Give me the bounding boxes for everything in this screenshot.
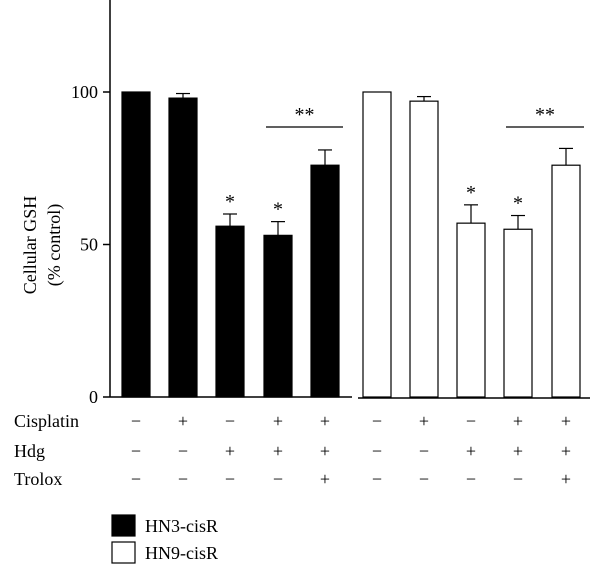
bar-1-3	[215, 225, 245, 398]
legend-swatch-1	[111, 514, 136, 537]
condition-mark-cisplatin-2-4: +	[513, 411, 523, 431]
condition-mark-hdg-2-3: +	[466, 441, 476, 461]
condition-mark-cisplatin-2-5: +	[561, 411, 571, 431]
bar-1-1	[121, 91, 151, 398]
condition-mark-trolox-2-5: +	[561, 469, 571, 489]
condition-label-cisplatin: Cisplatin	[14, 411, 79, 431]
y-tick-label-50: 50	[80, 235, 98, 255]
condition-mark-trolox-1-4: −	[273, 469, 283, 489]
condition-mark-hdg-1-5: +	[320, 441, 330, 461]
significance-2-3: *	[466, 182, 476, 204]
bar-1-5	[310, 164, 340, 398]
condition-mark-hdg-1-4: +	[273, 441, 283, 461]
condition-mark-trolox-1-2: −	[178, 469, 188, 489]
condition-mark-cisplatin-1-3: −	[225, 411, 235, 431]
bar-2-2	[409, 100, 439, 398]
condition-mark-hdg-2-1: −	[372, 441, 382, 461]
condition-mark-cisplatin-2-1: −	[372, 411, 382, 431]
condition-mark-trolox-2-4: −	[513, 469, 523, 489]
condition-mark-cisplatin-2-2: +	[419, 411, 429, 431]
condition-mark-trolox-1-3: −	[225, 469, 235, 489]
condition-mark-cisplatin-1-1: −	[131, 411, 141, 431]
condition-mark-trolox-2-2: −	[419, 469, 429, 489]
condition-mark-trolox-1-1: −	[131, 469, 141, 489]
bar-1-4	[263, 234, 293, 398]
bar-2-3	[456, 222, 486, 398]
condition-mark-cisplatin-1-4: +	[273, 411, 283, 431]
condition-mark-hdg-1-2: −	[178, 441, 188, 461]
condition-mark-trolox-2-3: −	[466, 469, 476, 489]
y-axis-label-line-1: Cellular GSH	[20, 196, 40, 295]
condition-mark-hdg-1-1: −	[131, 441, 141, 461]
bar-2-4	[503, 228, 533, 398]
condition-mark-hdg-2-4: +	[513, 441, 523, 461]
y-tick-label-0: 0	[89, 387, 98, 407]
bar-1-2	[168, 97, 198, 398]
condition-mark-trolox-1-5: +	[320, 469, 330, 489]
y-axis-label: Cellular GSH (% control)	[20, 196, 65, 295]
condition-mark-trolox-2-1: −	[372, 469, 382, 489]
condition-mark-hdg-2-2: −	[419, 441, 429, 461]
condition-mark-cisplatin-1-5: +	[320, 411, 330, 431]
significance-1-4: *	[273, 199, 283, 221]
condition-label-trolox: Trolox	[14, 469, 62, 489]
condition-mark-cisplatin-2-3: −	[466, 411, 476, 431]
significance-2-4: *	[513, 193, 523, 215]
legend-swatch-2	[111, 541, 136, 564]
bracket-label-1: **	[295, 104, 315, 126]
legend-label-2: HN9-cisR	[145, 543, 218, 563]
bar-2-5	[551, 164, 581, 398]
significance-1-3: *	[225, 191, 235, 213]
y-axis-label-line-2: (% control)	[44, 204, 65, 286]
condition-mark-hdg-2-5: +	[561, 441, 571, 461]
condition-label-hdg: Hdg	[14, 441, 45, 461]
legend-label-1: HN3-cisR	[145, 516, 218, 536]
y-tick-label-100: 100	[71, 82, 98, 102]
bar-2-1	[362, 91, 392, 398]
condition-mark-cisplatin-1-2: +	[178, 411, 188, 431]
condition-mark-hdg-1-3: +	[225, 441, 235, 461]
bracket-label-2: **	[535, 104, 555, 126]
